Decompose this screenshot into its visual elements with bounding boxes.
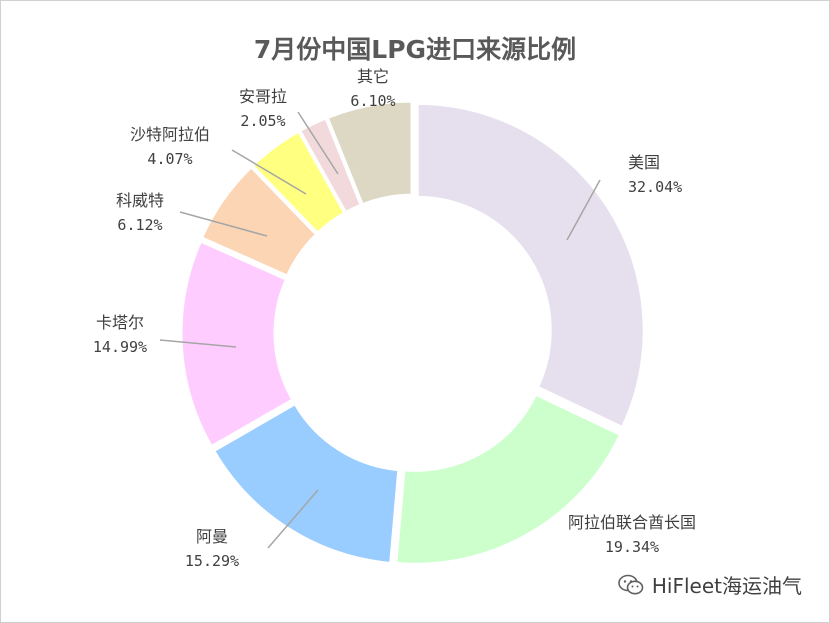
slice-label-5: 沙特阿拉伯 xyxy=(130,125,210,144)
wechat-icon xyxy=(618,574,644,594)
slice-label-0: 美国 xyxy=(628,153,660,172)
slice-4 xyxy=(199,164,319,279)
leader-line-2 xyxy=(267,489,319,549)
slice-label-1: 阿拉伯联合酋长国 xyxy=(568,513,696,532)
slice-label-6: 安哥拉 xyxy=(239,87,287,106)
watermark-text: HiFleet海运油气 xyxy=(651,574,802,598)
slice-value-5: 4.07% xyxy=(147,150,192,168)
slice-label-3: 卡塔尔 xyxy=(96,313,144,332)
slice-label-2: 阿曼 xyxy=(196,527,228,546)
slice-3 xyxy=(179,239,295,449)
chart-title: 7月份中国LPG进口来源比例 xyxy=(253,35,577,64)
leader-line-4 xyxy=(179,211,268,237)
watermark: HiFleet海运油气 xyxy=(618,570,802,599)
slice-value-6: 2.05% xyxy=(240,112,285,130)
slice-2 xyxy=(211,401,401,565)
slice-value-1: 19.34% xyxy=(605,538,659,556)
leader-line-0 xyxy=(566,179,601,241)
leader-line-5 xyxy=(231,149,307,195)
slice-label-7: 其它 xyxy=(357,67,389,86)
leader-line-6 xyxy=(297,111,339,175)
slice-1 xyxy=(394,392,623,566)
slice-label-4: 科威特 xyxy=(116,191,164,210)
leader-line-3 xyxy=(159,339,237,348)
slice-value-7: 6.10% xyxy=(350,92,395,110)
slice-0 xyxy=(415,101,646,430)
slice-value-4: 6.12% xyxy=(117,216,162,234)
slice-value-3: 14.99% xyxy=(93,338,147,356)
slice-7 xyxy=(325,99,414,207)
slice-value-0: 32.04% xyxy=(628,178,682,196)
slice-value-2: 15.29% xyxy=(185,552,239,570)
